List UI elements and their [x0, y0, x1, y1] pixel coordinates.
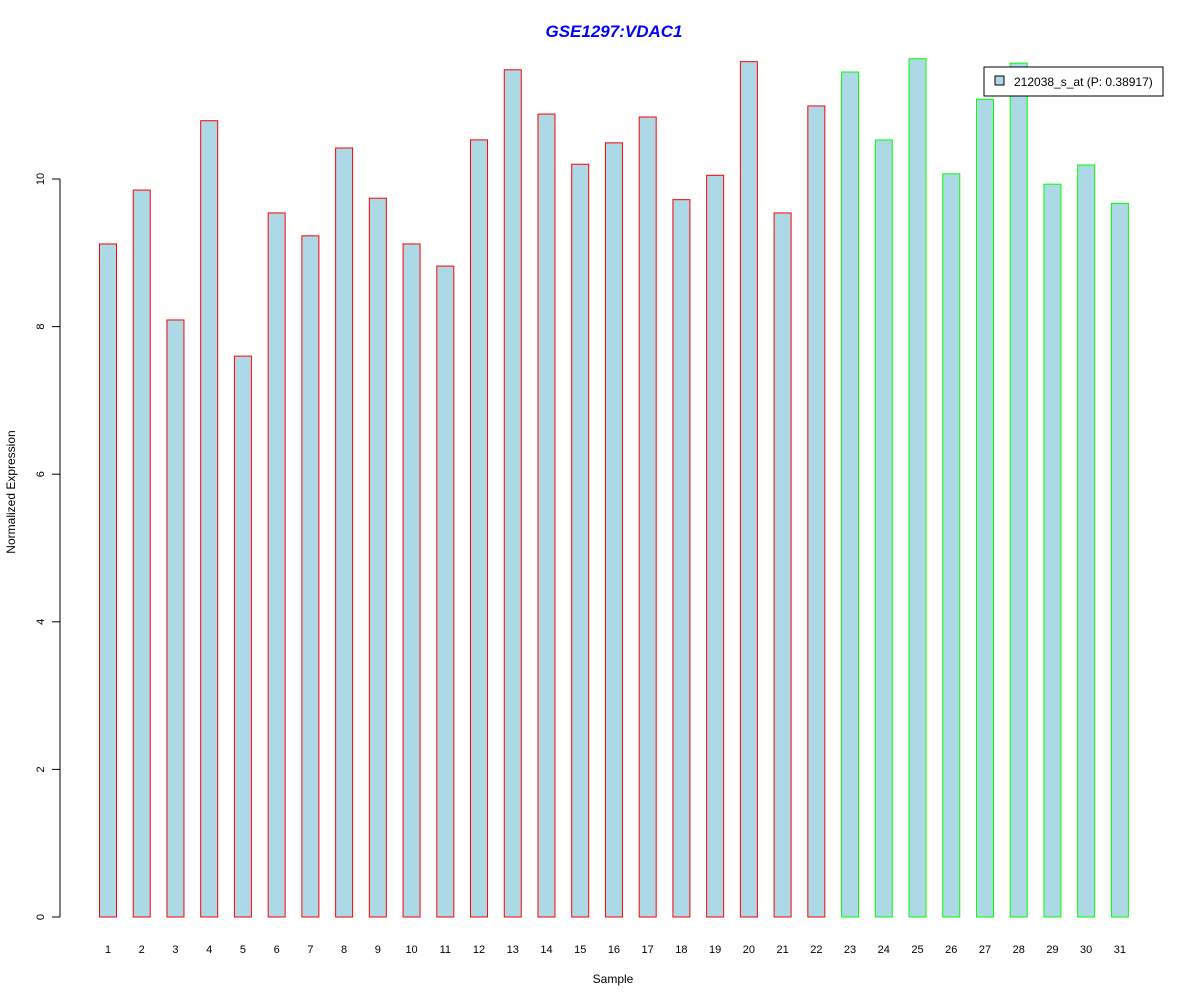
x-tick-label: 30 [1080, 944, 1092, 956]
bar-sample-5 [233, 355, 252, 918]
bar-sample-30 [1077, 164, 1096, 918]
bar-sample-19 [706, 174, 725, 918]
bar-sample-18 [672, 199, 691, 918]
x-tick-labels: 1 2 3 4 5 6 7 8 9 10 11 12 13 14 15 16 17 18 19 20 21 22 23 24 2… [105, 944, 1126, 956]
x-tick-label: 28 [1013, 944, 1025, 956]
x-tick-label: 2 [139, 944, 145, 956]
x-tick-label: 19 [709, 944, 721, 956]
x-tick-label: 5 [240, 944, 246, 956]
bar-sample-4 [200, 120, 219, 918]
y-tick-label: 2 [35, 766, 47, 772]
bar-sample-15 [571, 163, 590, 918]
y-axis: 0 2 4 6 8 10 [35, 173, 61, 920]
bar-sample-20 [739, 61, 758, 918]
x-tick-label: 17 [642, 944, 654, 956]
y-tick-label: 8 [35, 324, 47, 330]
bar-sample-16 [604, 142, 623, 918]
x-tick-label: 10 [405, 944, 417, 956]
bar-sample-24 [874, 139, 893, 918]
legend-label: 212038_s_at (P: 0.38917) [1014, 75, 1153, 89]
bar-sample-6 [267, 212, 286, 918]
bar-sample-8 [335, 147, 354, 918]
bar-sample-12 [470, 139, 489, 918]
x-tick-label: 4 [206, 944, 212, 956]
bar-sample-21 [773, 212, 792, 918]
bar-sample-7 [301, 235, 320, 918]
x-tick-label: 29 [1046, 944, 1058, 956]
y-tick-label: 10 [35, 173, 47, 185]
x-tick-label: 25 [911, 944, 923, 956]
legend-box [983, 66, 1164, 97]
x-tick-label: 11 [440, 944, 451, 956]
x-tick-label: 1 [105, 944, 111, 956]
x-tick-label: 3 [172, 944, 178, 956]
x-axis-label: Sample [593, 972, 634, 986]
x-tick-label: 8 [341, 944, 347, 956]
bar-sample-1 [99, 243, 117, 918]
x-tick-label: 20 [743, 944, 755, 956]
x-tick-label: 6 [274, 944, 280, 956]
bar-sample-27 [975, 98, 994, 918]
x-tick-label: 26 [945, 944, 957, 956]
x-tick-label: 31 [1114, 944, 1126, 956]
bar-sample-31 [1110, 202, 1129, 918]
bar-sample-14 [537, 113, 556, 918]
x-tick-label: 16 [608, 944, 620, 956]
bar-sample-11 [436, 265, 455, 918]
bar-sample-29 [1043, 183, 1062, 918]
y-axis-label: Normalized Expression [4, 430, 18, 553]
bar-sample-22 [807, 105, 826, 918]
y-tick-label: 4 [35, 619, 47, 625]
x-tick-label: 7 [307, 944, 313, 956]
x-tick-label: 23 [844, 944, 856, 956]
bar-sample-23 [841, 71, 860, 918]
x-tick-label: 22 [810, 944, 822, 956]
bar-sample-28 [1009, 62, 1028, 918]
legend: 212038_s_at (P: 0.38917) [983, 66, 1164, 97]
bar-sample-13 [503, 69, 522, 918]
y-tick-label: 0 [35, 914, 47, 920]
bars [99, 58, 1129, 918]
chart-title: GSE1297:VDAC1 [545, 22, 682, 41]
bar-sample-3 [166, 319, 185, 918]
bar-sample-9 [368, 197, 387, 918]
x-tick-label: 9 [375, 944, 381, 956]
x-tick-label: 18 [675, 944, 687, 956]
x-tick-label: 15 [574, 944, 586, 956]
x-tick-label: 27 [979, 944, 991, 956]
bar-sample-10 [402, 243, 421, 918]
x-tick-label: 21 [776, 944, 788, 956]
bar-sample-2 [132, 189, 151, 918]
bar-sample-25 [908, 58, 927, 918]
x-tick-label: 14 [540, 944, 552, 956]
x-tick-label: 24 [878, 944, 890, 956]
x-tick-label: 13 [507, 944, 519, 956]
bar-sample-17 [638, 116, 657, 918]
legend-swatch [994, 75, 1005, 86]
x-tick-label: 12 [473, 944, 485, 956]
y-tick-label: 6 [35, 471, 47, 477]
bar-sample-26 [942, 173, 961, 918]
